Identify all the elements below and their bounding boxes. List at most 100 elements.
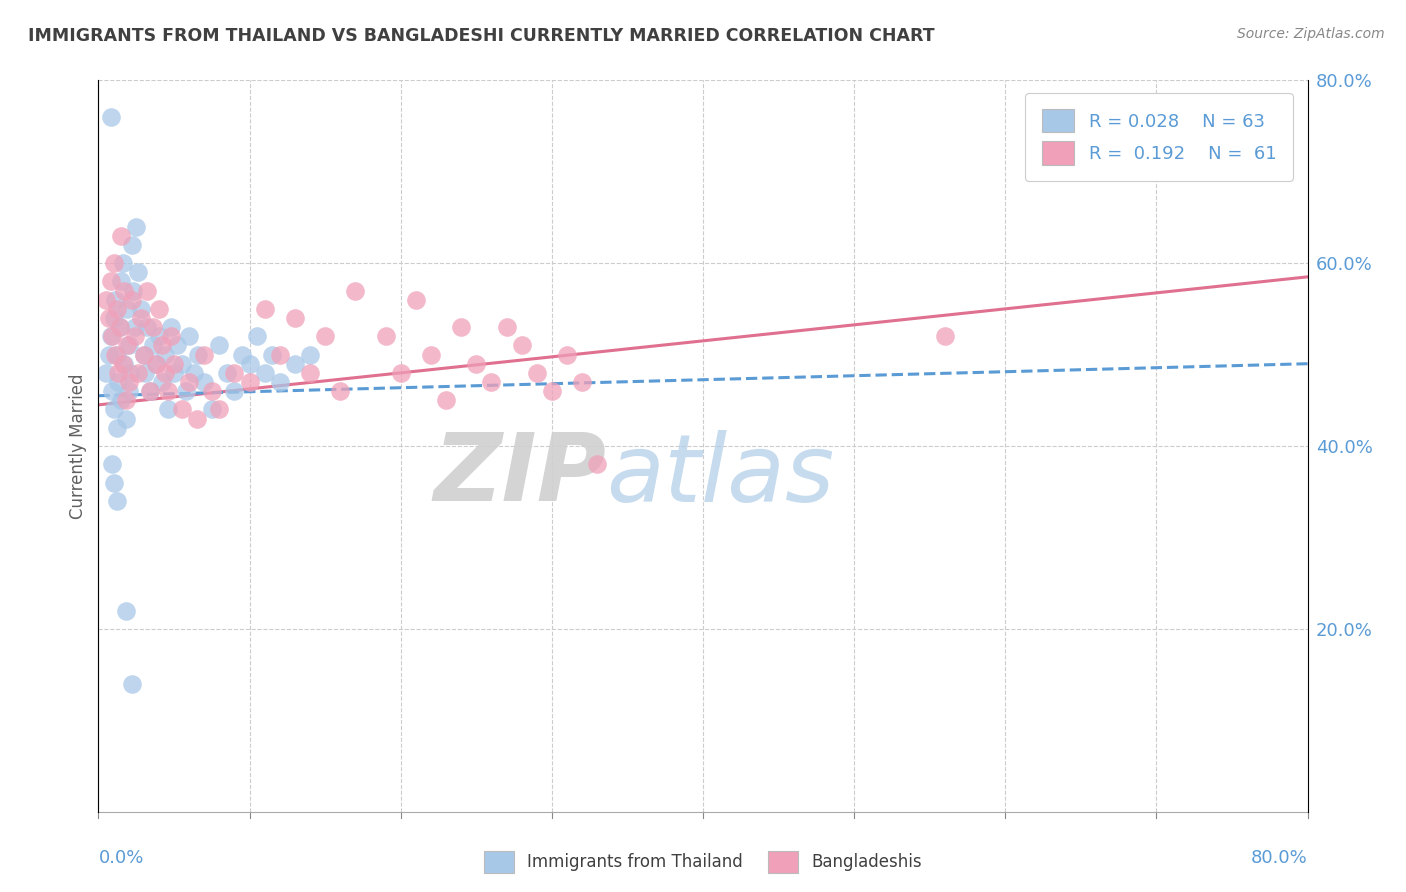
- Point: [122, 284, 145, 298]
- Point: [121, 238, 143, 252]
- Point: [239, 357, 262, 371]
- Point: [139, 384, 162, 398]
- Point: [105, 301, 128, 316]
- Point: [495, 320, 517, 334]
- Point: [105, 347, 128, 362]
- Point: [110, 275, 132, 289]
- Point: [389, 366, 412, 380]
- Point: [153, 366, 176, 380]
- Point: [111, 357, 134, 371]
- Point: [344, 284, 367, 298]
- Point: [150, 375, 173, 389]
- Point: [374, 329, 396, 343]
- Point: [114, 411, 136, 425]
- Point: [208, 338, 231, 352]
- Point: [145, 357, 167, 371]
- Point: [193, 347, 215, 362]
- Point: [118, 375, 141, 389]
- Point: [420, 347, 443, 362]
- Point: [148, 301, 170, 316]
- Point: [156, 402, 179, 417]
- Point: [115, 301, 138, 316]
- Point: [540, 384, 562, 398]
- Point: [124, 320, 146, 334]
- Point: [142, 338, 165, 352]
- Point: [121, 293, 143, 307]
- Point: [103, 475, 125, 490]
- Point: [208, 402, 231, 417]
- Point: [118, 384, 141, 398]
- Point: [108, 320, 131, 334]
- Point: [934, 329, 956, 343]
- Point: [103, 402, 125, 417]
- Point: [103, 310, 125, 325]
- Point: [231, 347, 253, 362]
- Point: [105, 494, 128, 508]
- Point: [132, 347, 155, 362]
- Point: [555, 347, 578, 362]
- Point: [111, 256, 134, 270]
- Point: [145, 357, 167, 371]
- Point: [100, 329, 122, 343]
- Point: [187, 347, 209, 362]
- Point: [186, 411, 208, 425]
- Point: [129, 310, 152, 325]
- Point: [215, 366, 238, 380]
- Point: [269, 347, 291, 362]
- Point: [125, 219, 148, 234]
- Point: [224, 384, 246, 398]
- Point: [166, 338, 188, 352]
- Y-axis label: Currently Married: Currently Married: [69, 373, 87, 519]
- Point: [101, 384, 124, 398]
- Point: [246, 329, 269, 343]
- Point: [586, 457, 609, 471]
- Point: [150, 338, 173, 352]
- Point: [98, 347, 121, 362]
- Text: 0.0%: 0.0%: [98, 849, 143, 867]
- Point: [100, 110, 122, 124]
- Point: [135, 284, 157, 298]
- Text: ZIP: ZIP: [433, 429, 606, 521]
- Point: [118, 338, 141, 352]
- Point: [253, 366, 276, 380]
- Point: [163, 366, 186, 380]
- Point: [174, 384, 197, 398]
- Text: Source: ZipAtlas.com: Source: ZipAtlas.com: [1237, 27, 1385, 41]
- Point: [101, 329, 124, 343]
- Point: [112, 284, 135, 298]
- Point: [105, 421, 128, 435]
- Point: [107, 375, 129, 389]
- Point: [104, 347, 127, 362]
- Point: [571, 375, 593, 389]
- Point: [526, 366, 548, 380]
- Point: [434, 393, 457, 408]
- Point: [153, 347, 176, 362]
- Point: [110, 393, 132, 408]
- Point: [201, 402, 224, 417]
- Point: [142, 320, 165, 334]
- Text: IMMIGRANTS FROM THAILAND VS BANGLADESHI CURRENTLY MARRIED CORRELATION CHART: IMMIGRANTS FROM THAILAND VS BANGLADESHI …: [28, 27, 935, 45]
- Point: [108, 320, 131, 334]
- Point: [114, 393, 136, 408]
- Point: [100, 275, 122, 289]
- Point: [450, 320, 472, 334]
- Legend: Immigrants from Thailand, Bangladeshis: Immigrants from Thailand, Bangladeshis: [477, 845, 929, 880]
- Point: [224, 366, 246, 380]
- Point: [127, 265, 149, 279]
- Point: [193, 375, 215, 389]
- Point: [121, 676, 143, 690]
- Point: [239, 375, 262, 389]
- Point: [104, 293, 127, 307]
- Point: [127, 366, 149, 380]
- Text: atlas: atlas: [606, 430, 835, 521]
- Point: [201, 384, 224, 398]
- Point: [405, 293, 427, 307]
- Point: [101, 457, 124, 471]
- Point: [299, 366, 322, 380]
- Point: [114, 603, 136, 617]
- Point: [135, 320, 157, 334]
- Point: [314, 329, 336, 343]
- Point: [98, 310, 121, 325]
- Point: [179, 329, 201, 343]
- Point: [120, 366, 142, 380]
